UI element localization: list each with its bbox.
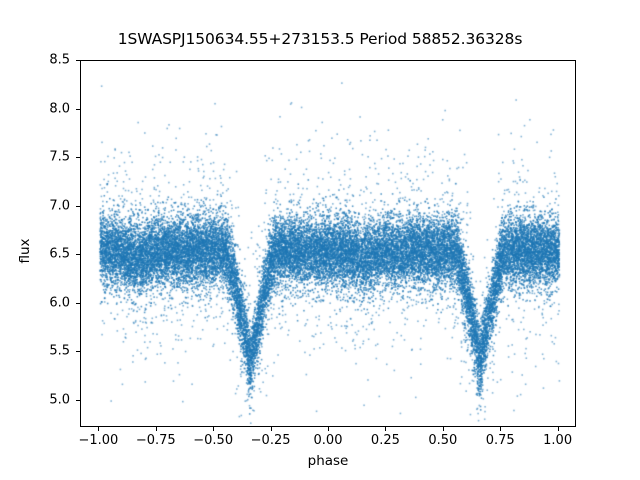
x-tick-label: −0.75 [135,433,176,448]
y-tick-label: 8.5 [49,52,70,68]
x-tick-label: 0.25 [370,433,400,448]
x-tick-label: −1.00 [78,433,119,448]
x-tick-label: 1.00 [543,433,573,448]
y-tick-mark [76,254,80,256]
x-tick-mark [213,427,215,431]
x-tick-mark [557,427,559,431]
x-tick-label: −0.25 [250,433,291,448]
x-tick-mark [442,427,444,431]
x-tick-mark [500,427,502,431]
y-tick-label: 7.5 [49,149,70,165]
y-tick-label: 5.0 [49,392,70,408]
y-tick-mark [76,108,80,110]
x-tick-label: 0.00 [313,433,343,448]
y-tick-mark [76,302,80,304]
y-tick-label: 6.0 [49,295,70,311]
x-tick-label: −0.50 [193,433,234,448]
x-axis-label: phase [307,453,349,469]
y-tick-mark [76,205,80,207]
y-tick-mark [76,351,80,353]
page-title: 1SWASPJ150634.55+273153.5 Period 58852.3… [117,30,523,48]
y-tick-label: 7.0 [49,198,70,214]
y-tick-mark [76,399,80,401]
x-tick-mark [385,427,387,431]
y-tick-label: 5.5 [49,343,70,359]
x-tick-mark [155,427,157,431]
x-tick-mark [328,427,329,431]
y-tick-label: 8.0 [49,101,70,117]
plot-axes [80,60,576,427]
x-tick-mark [98,427,100,431]
y-tick-mark [76,60,80,61]
scatter-plot-canvas [81,61,575,426]
y-axis-label: flux [17,238,33,264]
y-tick-label: 6.5 [49,246,70,262]
x-tick-mark [270,427,272,431]
x-tick-label: 0.50 [428,433,458,448]
y-tick-mark [76,157,80,159]
x-tick-label: 0.75 [485,433,515,448]
